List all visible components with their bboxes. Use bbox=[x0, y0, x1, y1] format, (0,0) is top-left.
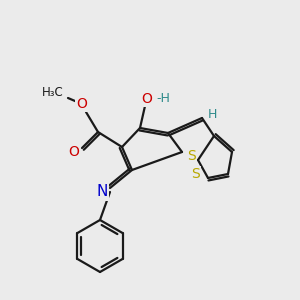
Text: O: O bbox=[142, 92, 152, 106]
Text: N: N bbox=[96, 184, 108, 200]
Text: S: S bbox=[192, 167, 200, 181]
Text: O: O bbox=[69, 145, 80, 159]
Text: -H: -H bbox=[156, 92, 170, 106]
Text: H₃C: H₃C bbox=[42, 85, 64, 98]
Text: S: S bbox=[188, 149, 196, 163]
Text: O: O bbox=[76, 97, 87, 111]
Text: H: H bbox=[207, 107, 217, 121]
